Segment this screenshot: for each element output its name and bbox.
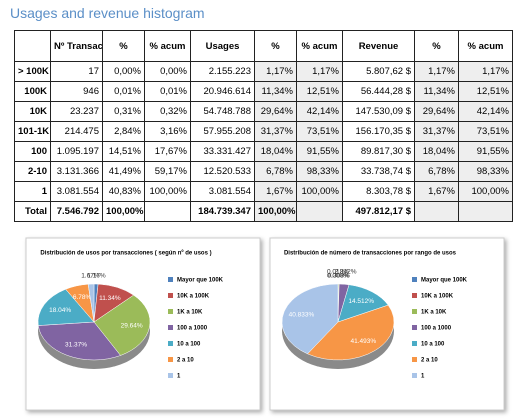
legend-label: Mayor que 100K: [177, 278, 224, 284]
legend-label: 10K a 100K: [177, 294, 210, 300]
table-row: 1 3.081.554 40,83% 100,00% 3.081.554 1,67% 100…: [14, 181, 513, 202]
legend-swatch: [168, 309, 173, 314]
legend-label: 1K a 10K: [421, 310, 447, 316]
legend-label: 10 a 100: [421, 342, 445, 348]
legend-swatch: [412, 373, 417, 378]
legend-label: 10K a 100K: [421, 294, 454, 300]
legend-label: 1K a 10K: [177, 310, 203, 316]
table-row: 100K 946 0,01% 0,01% 20.946.614 11,34% 12,51% 5…: [14, 81, 513, 102]
table-cell: 98,33%: [458, 161, 513, 182]
data-label: 41.493%: [350, 338, 376, 345]
data-label: 11.34%: [99, 295, 121, 302]
table-cell: 42,14%: [296, 101, 343, 122]
table-cell: 11,34%: [414, 81, 459, 102]
table-cell: Nº Transac.: [50, 30, 103, 62]
legend-swatch: [168, 341, 173, 346]
pie-slice: [337, 284, 389, 323]
legend-swatch: [412, 309, 417, 314]
data-label: 0.013%: [327, 268, 349, 275]
legend-label: 1: [177, 374, 181, 380]
data-table: Nº Transac.%% acum Usages%% acum Revenue%%…: [14, 30, 513, 222]
data-label: 1.17%: [87, 272, 106, 279]
table-cell: 29,64%: [414, 101, 459, 122]
table-cell: [414, 201, 459, 222]
table-cell: 12,51%: [458, 81, 513, 102]
table-cell: Usages: [190, 30, 255, 62]
table-cell: % acum: [458, 30, 513, 62]
legend-swatch: [168, 325, 173, 330]
legend-swatch: [168, 293, 173, 298]
legend-swatch: [412, 293, 417, 298]
table-cell: 18,04%: [414, 141, 459, 162]
table-cell: 100,00%: [254, 201, 297, 222]
data-label: 0.000%: [327, 272, 349, 279]
table-cell: [296, 201, 343, 222]
legend-label: 100 a 1000: [177, 326, 208, 332]
data-label: 0.308%: [328, 272, 350, 279]
data-label: 40.833%: [289, 311, 315, 318]
table-cell: 497.812,17 $: [342, 201, 415, 222]
legend-swatch: [412, 325, 417, 330]
chart-title: Distribución de usos por transacciones (…: [40, 251, 211, 257]
pie-slice: [37, 321, 121, 361]
data-label: 14.512%: [348, 298, 374, 305]
pie-slice: [87, 283, 95, 323]
legend-label: 2 a 10: [421, 358, 438, 364]
table-cell: 1,17%: [414, 61, 459, 82]
table-cell: 91,55%: [458, 141, 513, 162]
legend-swatch: [412, 277, 417, 282]
legend-label: 100 a 1000: [421, 326, 452, 332]
legend-swatch: [168, 357, 173, 362]
table-cell: 31,37%: [254, 121, 297, 142]
pie-slice: [93, 294, 151, 356]
data-label: 18.04%: [49, 307, 71, 314]
chart-title: Distribución de número de transacciones …: [284, 251, 457, 257]
data-label: 31.37%: [65, 341, 87, 348]
table-cell: 11,34%: [254, 81, 297, 102]
table-row: 100 1.095.197 14,51% 17,67% 33.331.427 18,04%…: [14, 141, 513, 162]
pie-slice: [281, 283, 339, 355]
table-cell: 91,55%: [296, 141, 343, 162]
pie-slice: [37, 288, 95, 326]
table-row: Total 7.546.792 100,00% 184.739.347 100,00% 4…: [14, 201, 513, 222]
legend-swatch: [412, 357, 417, 362]
data-label: 29.64%: [121, 322, 143, 329]
legend-label: 1: [421, 374, 425, 380]
legend-swatch: [168, 277, 173, 282]
pie-slice: [307, 304, 395, 361]
table-cell: 1,17%: [254, 61, 297, 82]
table-cell: [458, 201, 513, 222]
table-cell: 31,37%: [414, 121, 459, 142]
legend-label: Mayor que 100K: [421, 278, 468, 284]
table-cell: 1,17%: [458, 61, 513, 82]
table-row: 2-10 3.131.366 41,49% 59,17% 12.520.533 6,78%…: [14, 161, 513, 182]
data-label: 2.842%: [334, 269, 356, 276]
legend-label: 2 a 10: [177, 358, 194, 364]
data-label: 1.67%: [81, 272, 100, 279]
table-row: 101-1K 214.475 2,84% 3,16% 57.955.208 31,37% 7…: [14, 121, 513, 142]
table-row: > 100K 17 0,00% 0,00% 2.155.223 1,17% 1,17% 5.8…: [14, 61, 513, 82]
legend-swatch: [412, 341, 417, 346]
table-row: Nº Transac.%% acum Usages%% acum Revenue%%…: [14, 30, 513, 62]
legend-label: 10 a 100: [177, 342, 201, 348]
data-label: 6.78%: [73, 294, 92, 301]
table-cell: %: [254, 30, 297, 62]
table-cell: Revenue: [342, 30, 415, 62]
legend-swatch: [168, 373, 173, 378]
page-title: Usages and revenue histogram: [10, 5, 205, 21]
table-cell: 1,67%: [414, 181, 459, 202]
